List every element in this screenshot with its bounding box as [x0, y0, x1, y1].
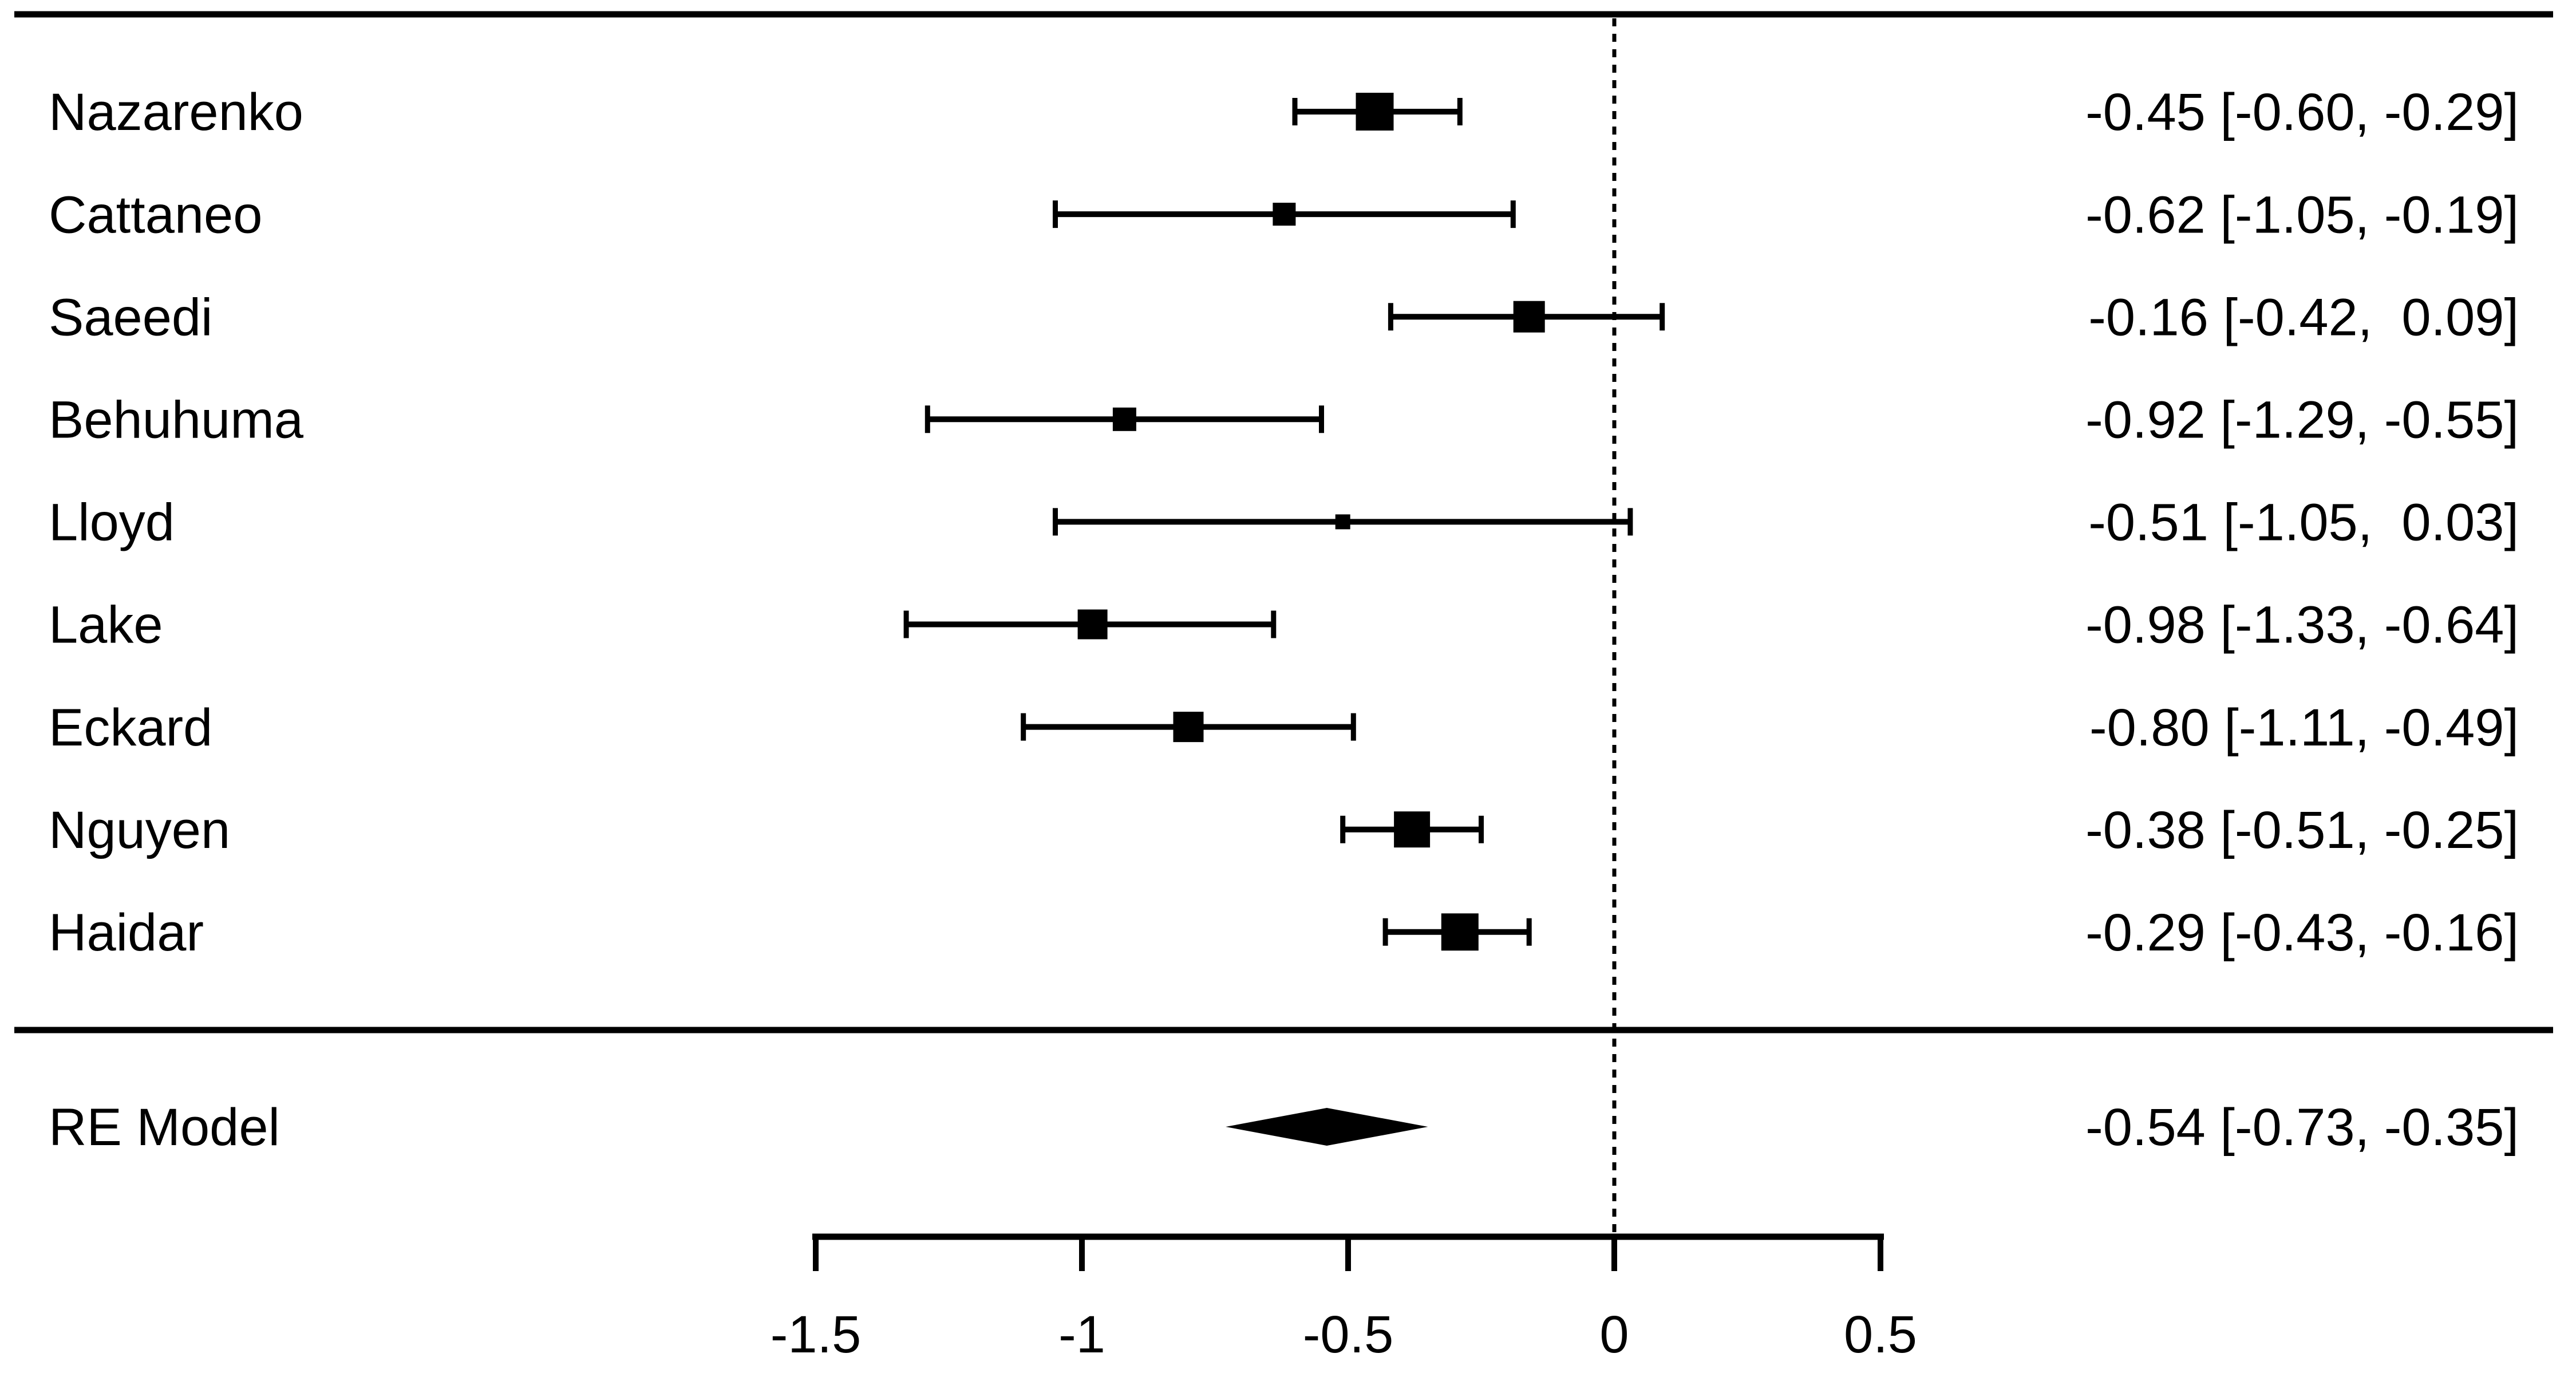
- effect-square: [1077, 609, 1108, 640]
- effect-square: [1112, 407, 1136, 431]
- study-label-cattaneo: Cattaneo: [49, 186, 262, 244]
- study-row: Eckard -0.80 [-1.11, -0.49]: [49, 699, 2519, 757]
- effect-square: [1356, 93, 1394, 131]
- study-label-lake: Lake: [49, 596, 163, 654]
- estimate-ci-label: -0.38 [-0.51, -0.25]: [2085, 801, 2519, 859]
- effect-square: [1273, 203, 1296, 226]
- study-label-nazarenko: Nazarenko: [49, 83, 303, 141]
- study-label-saeedi: Saeedi: [49, 288, 212, 346]
- study-label-nguyen: Nguyen: [49, 801, 230, 859]
- study-label-haidar: Haidar: [49, 903, 204, 962]
- estimate-ci-label: -0.45 [-0.60, -0.29]: [2085, 83, 2519, 141]
- estimate-ci-label: -0.62 [-1.05, -0.19]: [2085, 186, 2519, 244]
- x-axis: -1.5 -1 -0.5 0 0.5: [771, 1233, 1917, 1364]
- study-label-lloyd: Lloyd: [49, 494, 175, 552]
- x-axis-tick-label: 0.5: [1844, 1305, 1917, 1364]
- effect-square: [1513, 301, 1545, 333]
- study-label-eckard: Eckard: [49, 699, 212, 757]
- estimate-ci-label: -0.98 [-1.33, -0.64]: [2085, 596, 2519, 654]
- x-axis-tick-label: -0.5: [1303, 1305, 1394, 1364]
- effect-square: [1335, 514, 1350, 530]
- effect-square: [1441, 913, 1479, 951]
- study-label-behuhuma: Behuhuma: [49, 391, 304, 449]
- study-row: Lake -0.98 [-1.33, -0.64]: [49, 596, 2519, 654]
- effect-square: [1173, 712, 1204, 743]
- x-axis-tick-label: -1: [1058, 1305, 1105, 1364]
- estimate-ci-label: -0.16 [-0.42, 0.09]: [2088, 288, 2519, 346]
- re-model-label: RE Model: [49, 1098, 280, 1157]
- study-row: Lloyd -0.51 [-1.05, 0.03]: [49, 494, 2519, 552]
- estimate-ci-label: -0.92 [-1.29, -0.55]: [2085, 391, 2519, 449]
- summary-diamond: [1226, 1108, 1428, 1146]
- x-axis-tick-label: 0: [1599, 1305, 1629, 1364]
- estimate-ci-label: -0.29 [-0.43, -0.16]: [2085, 903, 2519, 962]
- summary-estimate-label: -0.54 [-0.73, -0.35]: [2085, 1098, 2519, 1157]
- effect-square: [1394, 811, 1431, 848]
- study-row: Saeedi -0.16 [-0.42, 0.09]: [49, 288, 2519, 346]
- study-row: Haidar -0.29 [-0.43, -0.16]: [49, 903, 2519, 962]
- estimate-ci-label: -0.80 [-1.11, -0.49]: [2089, 699, 2519, 757]
- study-row: Behuhuma -0.92 [-1.29, -0.55]: [49, 391, 2519, 449]
- study-row: Cattaneo -0.62 [-1.05, -0.19]: [49, 186, 2519, 244]
- study-row: Nazarenko -0.45 [-0.60, -0.29]: [49, 83, 2519, 141]
- x-axis-tick-label: -1.5: [771, 1305, 862, 1364]
- summary-row: RE Model -0.54 [-0.73, -0.35]: [49, 1098, 2519, 1157]
- estimate-ci-label: -0.51 [-1.05, 0.03]: [2088, 494, 2519, 552]
- study-row: Nguyen -0.38 [-0.51, -0.25]: [49, 801, 2519, 859]
